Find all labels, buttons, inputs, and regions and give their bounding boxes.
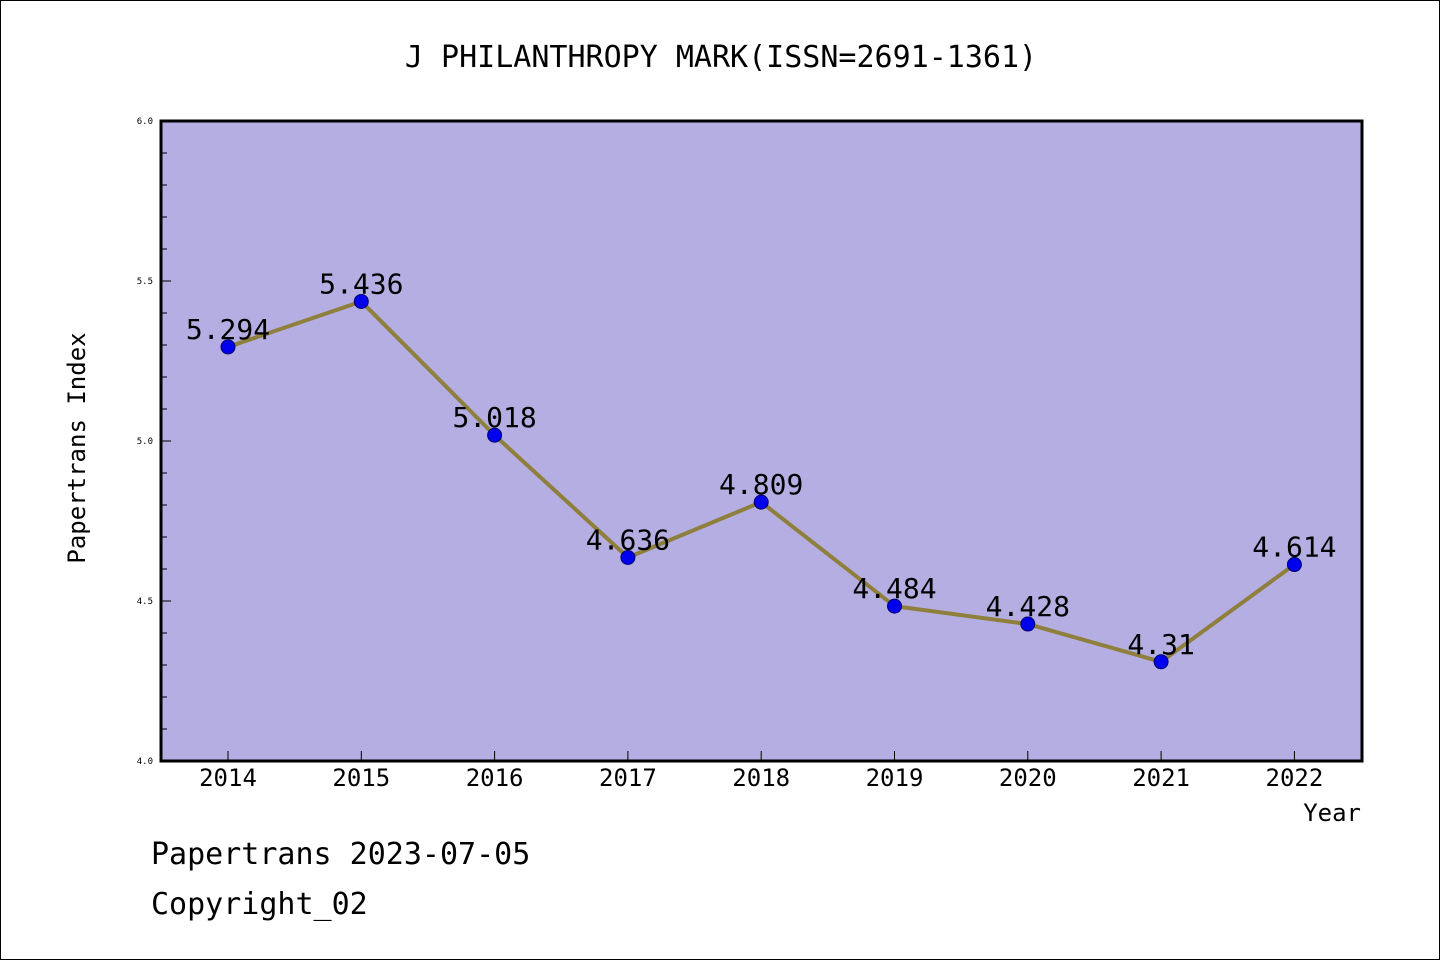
footer-date: Papertrans 2023-07-05: [151, 837, 531, 872]
x-tick-label: 2019: [866, 764, 924, 792]
data-label: 4.428: [986, 590, 1070, 623]
y-axis-title: Papertrans Index: [63, 332, 91, 563]
y-tick-label: 5.0: [137, 437, 153, 447]
data-point: [487, 427, 503, 443]
x-tick-label: 2015: [332, 764, 390, 792]
x-tick-label: 2022: [1266, 764, 1324, 792]
x-tick-label: 2014: [199, 764, 257, 792]
x-tick-label: 2016: [466, 764, 524, 792]
plot-border: [159, 119, 1364, 763]
data-label: 5.018: [452, 401, 536, 434]
data-point: [1286, 557, 1302, 573]
series-layer: [220, 293, 1302, 670]
data-point: [887, 598, 902, 614]
x-tick-label: 2018: [732, 764, 790, 792]
plot-area: [161, 121, 1362, 761]
chart-title: J PHILANTHROPY MARK(ISSN=2691-1361): [405, 40, 1037, 75]
y-tick-label: 4.5: [137, 597, 153, 607]
x-tick-label: 2020: [999, 764, 1057, 792]
y-tick-label: 5.5: [137, 277, 153, 287]
data-label: 5.436: [319, 267, 403, 300]
data-point: [753, 494, 769, 510]
data-point: [353, 293, 369, 309]
x-tick-label: 2017: [599, 764, 657, 792]
data-label: 5.294: [186, 313, 270, 346]
x-axis: 2014 2015 2016 2017 2018 2019 2020 2021 2022: [199, 751, 1323, 792]
data-point: [1153, 654, 1169, 670]
data-label: 4.809: [719, 468, 803, 501]
x-tick-label: 2021: [1132, 764, 1190, 792]
data-label: 4.636: [586, 523, 670, 556]
data-point: [620, 549, 636, 565]
data-label: 4.484: [852, 572, 936, 605]
data-label: 4.31: [1127, 628, 1194, 661]
data-labels: 5.294 5.436 5.018 4.636 4.809 4.484 4.428 4.31 4…: [186, 267, 1337, 660]
footer-copyright: Copyright_02: [151, 887, 368, 922]
x-axis-title: Year: [1303, 799, 1361, 827]
data-point: [1020, 616, 1036, 632]
y-tick-label: 4.0: [137, 757, 153, 767]
y-tick-label: 6.0: [137, 117, 153, 127]
data-label: 4.614: [1252, 531, 1336, 564]
data-point: [220, 339, 236, 355]
